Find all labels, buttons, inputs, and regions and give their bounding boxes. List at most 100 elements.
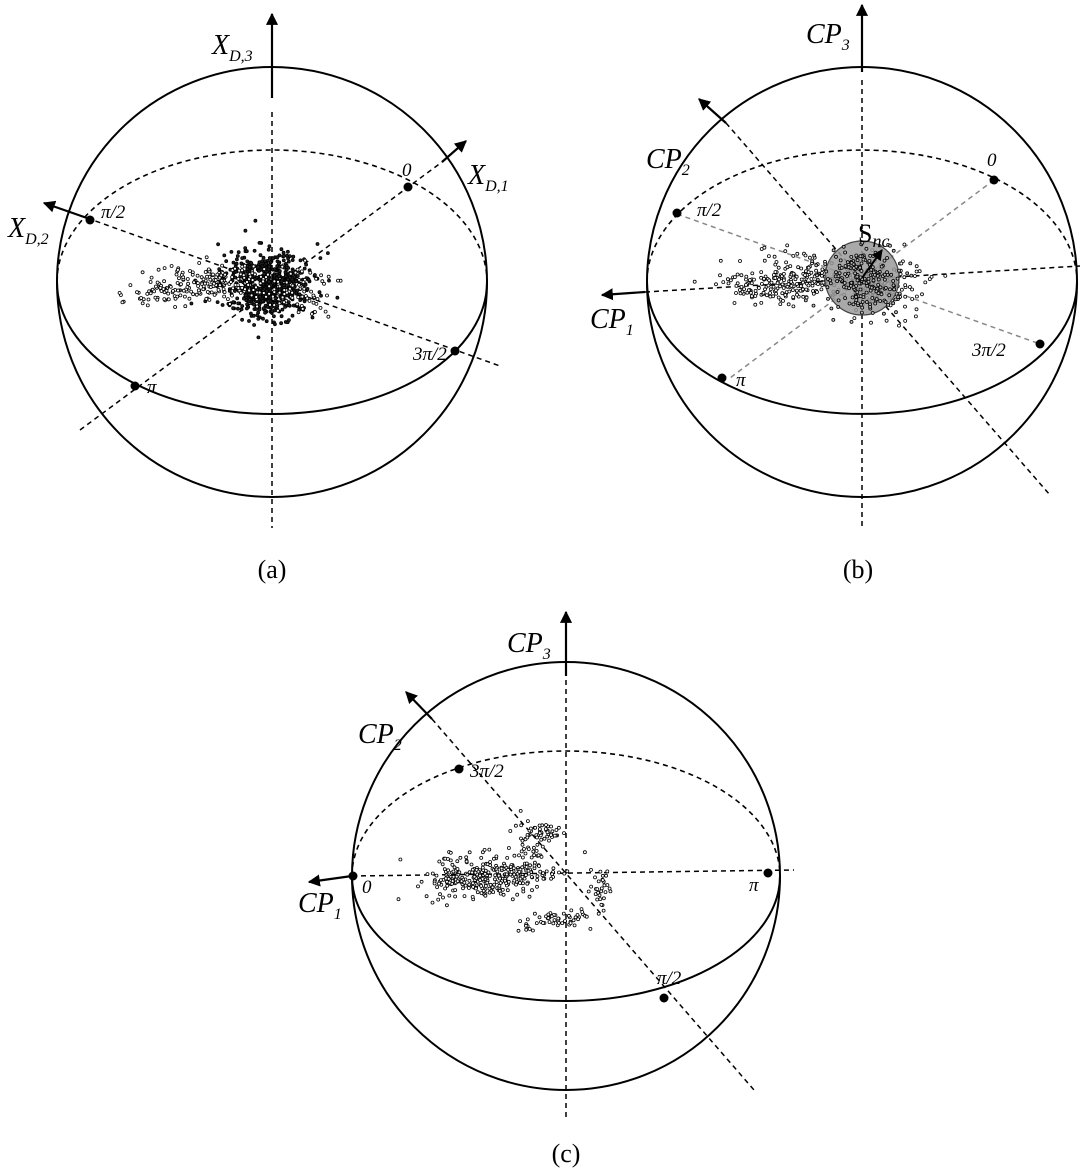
cloud-point [234,261,239,266]
cloud-point [473,886,478,891]
cloud-point [266,247,271,252]
cloud-point [859,269,864,273]
cloud-point [882,311,886,316]
cloud-point [266,279,271,284]
axis-label-cp1: CP1 [590,304,634,339]
cloud-point [451,874,456,879]
cloud-point [518,809,523,813]
cloud-point [444,903,449,908]
cloud-point [888,243,892,248]
cloud-point [752,277,756,282]
cloud-point [908,261,913,266]
cloud-point [796,265,800,270]
cloud-point [537,864,541,868]
cloud-point [296,295,301,300]
cloud-point [891,248,896,253]
cloud-point [285,249,290,254]
cloud-point [224,259,229,264]
panel-c: 0 3π/2 π π/2 CP3 CP2 CP1 (c) [298,610,795,1168]
cloud-point [284,280,289,285]
cloud-point [416,884,420,889]
cloud-point [447,880,452,885]
cloud-point [280,307,285,312]
cloud-point [527,871,531,876]
cloud-point [186,281,191,286]
cloud-point [515,892,520,897]
cloud-point [155,297,160,302]
cloud-point [526,819,530,823]
cloud-point [298,298,303,303]
cloud-point [152,289,157,294]
cloud-point [873,250,878,255]
cloud-point [879,292,884,297]
cloud-point [236,301,241,306]
cloud-point [204,296,209,301]
cloud-point [177,276,181,281]
cloud-point [231,306,236,311]
cloud-point [783,293,788,297]
cloud-point [494,880,499,884]
cloud-point [820,267,825,272]
cloud-point [804,287,809,292]
cloud-point [774,288,778,293]
cloud-point [479,891,484,895]
cloud-point [169,264,174,268]
cloud-point [767,254,771,259]
cloud-point [227,302,232,306]
cloud-point [238,290,243,295]
cloud-point [871,278,876,283]
cloud-point [264,289,269,294]
cloud-point [237,268,242,273]
cloud-point [760,281,764,286]
cloud-point [768,287,773,292]
cloud-point [164,288,169,293]
cloud-point [546,916,551,920]
phase-label-pi: π [147,377,157,398]
cloud-point [589,884,593,889]
cloud-point [475,890,480,895]
cloud-point [520,838,525,843]
cloud-point [244,249,249,254]
cloud-point [843,272,847,277]
cloud-point [290,258,295,263]
cloud-point [264,275,268,280]
cloud-point [914,314,918,319]
cloud-point [470,870,475,875]
cloud-point [438,892,442,897]
cloud-point [257,290,262,295]
cloud-point [511,866,516,871]
cloud-point [309,311,314,316]
cloud-point [520,842,525,847]
cloud-point [196,288,201,293]
cloud-point [556,921,561,925]
cloud-point [286,259,291,264]
cloud-point [215,300,220,305]
cloud-point [268,260,273,265]
noncentral-radius-arrow [861,249,883,279]
cloud-point [845,260,850,265]
cloud-point [481,888,486,893]
cloud-point [533,825,538,830]
cloud-point [869,267,874,272]
cloud-point [535,835,539,840]
cloud-point [303,282,308,287]
cloud-point [854,253,859,258]
cloud-point [849,260,854,265]
cloud-point [765,293,769,298]
cloud-point [908,285,912,289]
cloud-point [230,293,234,298]
cloud-point [576,917,580,922]
cloud-point [419,879,424,884]
cloud-point [868,304,872,309]
cloud-point [447,893,452,898]
cloud-point [858,294,863,299]
cloud-point [851,302,856,307]
cloud-point [847,301,852,306]
cloud-point [823,262,828,267]
cloud-point [524,865,529,869]
cloud-point [215,272,220,277]
cloud-point [148,291,153,296]
cloud-point [498,881,503,885]
cloud-point [903,318,908,323]
